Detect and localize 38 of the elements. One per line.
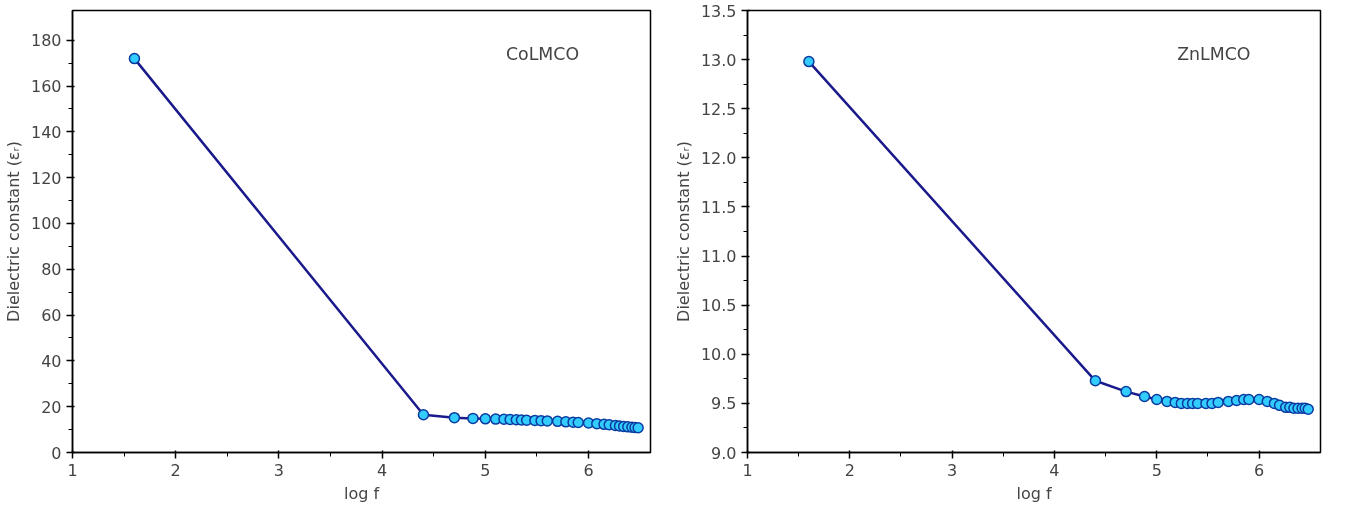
y-tick-label: 13.5 (700, 1, 737, 21)
y-tick-label: 10.0 (700, 345, 737, 365)
y-tick-label: 10.5 (700, 296, 737, 316)
x-tick-label: 1 (67, 460, 78, 480)
y-axis-title: Dielectric constant (εᵣ) (3, 141, 23, 322)
x-tick-label: 3 (273, 460, 285, 480)
y-tick-label: 60 (41, 306, 62, 326)
y-tick-label: 12.0 (700, 148, 737, 168)
x-tick-label: 5 (1151, 460, 1162, 480)
y-tick-label: 9.0 (711, 443, 737, 463)
x-axis-title: log f (1016, 483, 1052, 503)
y-tick-label: 80 (41, 260, 62, 280)
y-tick-label: 140 (30, 122, 62, 142)
annotation: CoLMCO (506, 43, 580, 64)
x-tick-label: 6 (1254, 460, 1265, 480)
y-tick-label: 20 (41, 397, 62, 417)
x-tick-label: 2 (170, 460, 181, 480)
y-tick-label: 11.0 (700, 247, 737, 267)
y-axis-title: Dielectric constant (εᵣ) (673, 141, 693, 322)
y-tick-label: 11.5 (700, 197, 737, 217)
y-tick-label: 13.0 (700, 50, 737, 70)
x-tick-label: 3 (947, 460, 958, 480)
y-tick-label: 40 (41, 351, 62, 371)
x-tick-label: 1 (742, 460, 753, 480)
y-tick-label: 12.5 (700, 99, 737, 119)
x-tick-label: 2 (844, 460, 855, 480)
x-tick-label: 6 (583, 460, 594, 480)
annotation: ZnLMCO (1177, 43, 1251, 64)
y-tick-label: 0 (51, 443, 62, 463)
x-tick-label: 5 (480, 460, 491, 480)
y-tick-label: 180 (30, 31, 62, 51)
y-tick-label: 9.5 (711, 394, 737, 414)
y-tick-label: 120 (30, 168, 62, 188)
x-axis-title: log f (343, 483, 380, 503)
y-tick-label: 100 (30, 214, 62, 234)
y-tick-label: 160 (30, 77, 62, 97)
x-tick-label: 4 (377, 460, 388, 480)
x-tick-label: 4 (1049, 460, 1060, 480)
